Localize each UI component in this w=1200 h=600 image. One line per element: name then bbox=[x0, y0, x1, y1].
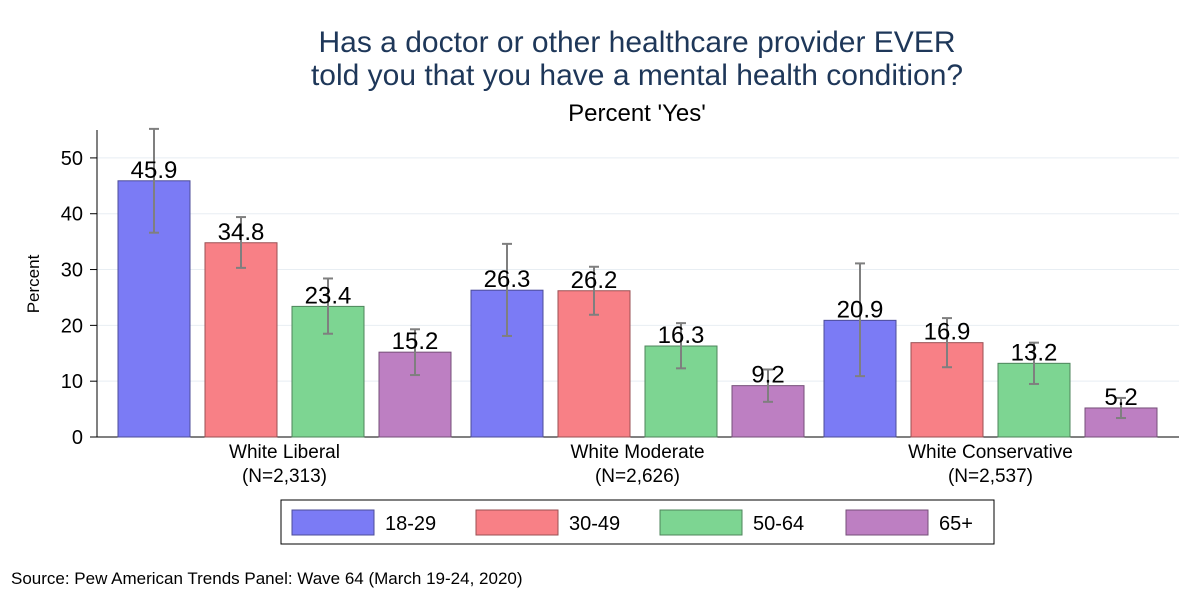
data-label: 15.2 bbox=[392, 328, 439, 355]
legend: 18-29 30-49 50-64 65+ bbox=[280, 499, 995, 545]
category-label: White Conservative bbox=[908, 442, 1073, 463]
legend-swatch bbox=[845, 509, 929, 536]
legend-label: 18-29 bbox=[385, 513, 436, 535]
source-note: Source: Pew American Trends Panel: Wave … bbox=[11, 569, 523, 588]
y-tick-label: 20 bbox=[61, 315, 83, 337]
legend-label: 50-64 bbox=[753, 513, 804, 535]
y-axis-label: Percent bbox=[24, 254, 43, 313]
data-label: 20.9 bbox=[837, 296, 884, 323]
category-label: White Moderate bbox=[570, 442, 704, 463]
data-label: 26.2 bbox=[571, 267, 618, 294]
bar bbox=[204, 242, 278, 438]
legend-swatch bbox=[659, 509, 743, 536]
legend-swatch bbox=[291, 509, 375, 536]
y-tick-label: 30 bbox=[61, 260, 83, 282]
data-label: 16.3 bbox=[658, 322, 705, 349]
legend-swatch bbox=[475, 509, 559, 536]
category-label: White Liberal bbox=[229, 442, 340, 463]
data-label: 45.9 bbox=[131, 157, 178, 184]
data-label: 5.2 bbox=[1104, 384, 1137, 411]
chart-title-line-1: Has a doctor or other healthcare provide… bbox=[319, 26, 956, 59]
y-tick-label: 0 bbox=[72, 427, 83, 449]
legend-label: 30-49 bbox=[569, 513, 620, 535]
data-label: 26.3 bbox=[484, 266, 531, 293]
category-n-label: (N=2,537) bbox=[948, 466, 1033, 487]
y-tick-label: 50 bbox=[61, 148, 83, 170]
data-label: 9.2 bbox=[751, 362, 784, 389]
data-label: 13.2 bbox=[1011, 339, 1058, 366]
data-label: 16.9 bbox=[924, 319, 971, 346]
plot-area: 0 10 20 30 40 50 45.9 34.8 23.4 15.2 White Liberal… bbox=[61, 127, 1179, 487]
chart-subtitle: Percent 'Yes' bbox=[568, 100, 706, 127]
data-label: 34.8 bbox=[218, 219, 265, 246]
category-n-label: (N=2,313) bbox=[242, 466, 327, 487]
data-label: 23.4 bbox=[305, 282, 352, 309]
legend-label: 65+ bbox=[939, 513, 973, 535]
category-n-label: (N=2,626) bbox=[595, 466, 680, 487]
chart-title-line-2: told you that you have a mental health c… bbox=[311, 59, 963, 92]
y-tick-label: 10 bbox=[61, 371, 83, 393]
y-tick-label: 40 bbox=[61, 204, 83, 226]
